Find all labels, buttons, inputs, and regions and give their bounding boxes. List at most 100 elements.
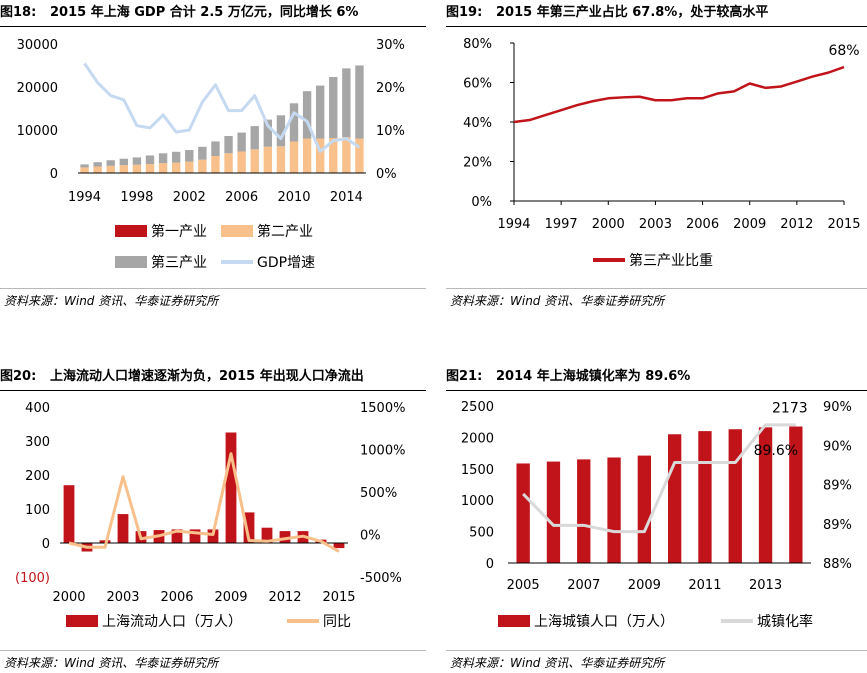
y-tick-label: 1000 xyxy=(461,494,494,509)
source-note: 资料来源：Wind 资讯、华泰证券研究所 xyxy=(450,294,665,308)
y-tick-label: (100) xyxy=(15,571,50,586)
bar-tertiary xyxy=(237,132,246,152)
y-tick-label: 500 xyxy=(469,526,494,541)
bar-secondary xyxy=(198,159,207,173)
x-tick-label: 2000 xyxy=(592,217,625,232)
title-divider xyxy=(0,390,426,391)
bar-urban-population xyxy=(698,431,712,563)
urbanization-rate-line xyxy=(522,423,796,534)
chart-title-text: 2015 年第三产业占比 67.8%，处于较高水平 xyxy=(496,5,769,20)
bar-floating-population xyxy=(243,512,255,543)
legend-tertiary-label: 第三产业 xyxy=(151,254,207,271)
bar-secondary xyxy=(106,165,115,173)
x-tick-label: 2009 xyxy=(733,217,766,232)
bar-secondary xyxy=(263,146,273,173)
y-tick-label: 30000 xyxy=(17,38,58,53)
bar-urban-population xyxy=(637,455,652,563)
bar-secondary xyxy=(185,161,194,173)
legend-secondary-swatch xyxy=(221,225,253,237)
legend-secondary-label: 第二产业 xyxy=(257,223,313,240)
chart-title-text: 上海流动人口增速逐渐为负，2015 年出现人口净流出 xyxy=(50,369,364,384)
chart-panel-floating-population: 图20: 上海流动人口增速逐渐为负，2015 年出现人口净流出 400 300 200… xyxy=(0,364,426,673)
chart-title: 图21: 2014 年上海城镇化率为 89.6% xyxy=(446,364,690,390)
y-tick-label: 10000 xyxy=(17,124,58,139)
bar-tertiary xyxy=(185,150,194,162)
bar-secondary xyxy=(289,141,299,173)
legend-tertiary-swatch xyxy=(115,256,147,268)
y-tick-label: 80% xyxy=(463,37,492,52)
y2-tick-label: 20% xyxy=(376,81,405,96)
chart-panel-gdp: 图18: 2015 年上海 GDP 合计 2.5 万亿元，同比增长 6% 3000… xyxy=(0,0,426,310)
bar-floating-population xyxy=(171,529,183,543)
bar-urban-population xyxy=(577,459,591,563)
chart-panel-urbanization: 图21: 2014 年上海城镇化率为 89.6% 2500 2000 1500 1000… xyxy=(446,364,867,673)
legend-floating-population-swatch xyxy=(66,615,98,627)
bar-floating-population xyxy=(261,527,273,543)
bar-urban-population xyxy=(546,461,561,563)
yoy-line xyxy=(68,452,340,553)
bar-secondary xyxy=(250,149,259,173)
tertiary-share-chart-svg: 80% 60% 40% 20% 0% 1994 1997 2000 2003 2006 2009 20… xyxy=(463,37,860,269)
chart-panel-tertiary-share: 图19: 2015 年第三产业占比 67.8%，处于较高水平 80% 60% 40% 2… xyxy=(446,0,867,310)
title-divider xyxy=(0,26,426,27)
bar-urban-population xyxy=(789,426,803,563)
x-tick-label: 1998 xyxy=(120,190,153,205)
y-tick-label: 200 xyxy=(25,469,50,484)
y2-tick-label: 1500% xyxy=(360,401,405,416)
x-tick-label: 2005 xyxy=(507,578,540,593)
bar-tertiary xyxy=(80,164,89,168)
source-divider xyxy=(446,288,867,289)
bar-floating-population xyxy=(63,485,75,543)
bar-secondary xyxy=(145,164,155,173)
bar-secondary xyxy=(315,138,325,173)
y-tick-label: 0 xyxy=(42,537,50,552)
legend-primary-swatch xyxy=(115,225,147,237)
legend-urban-population-swatch xyxy=(498,615,530,627)
y-tick-label: 300 xyxy=(25,435,50,450)
bar-tertiary xyxy=(211,141,220,157)
x-tick-label: 2006 xyxy=(160,590,193,605)
x-tick-label: 2010 xyxy=(277,190,310,205)
y2-tick-label: 89% xyxy=(823,518,852,533)
y-tick-label: 0 xyxy=(486,557,494,572)
figure-label: 图19: xyxy=(446,5,483,20)
figure-label: 图18: xyxy=(0,5,37,20)
bar-tertiary xyxy=(302,91,312,139)
x-tick-label: 2015 xyxy=(827,217,860,232)
bar-floating-population xyxy=(117,514,129,543)
bar-tertiary xyxy=(355,65,364,139)
bar-secondary xyxy=(158,163,168,173)
source-divider xyxy=(446,650,867,651)
y-tick-label: 1500 xyxy=(461,463,494,478)
y2-tick-label: 0% xyxy=(360,529,381,544)
x-tick-label: 1997 xyxy=(545,217,578,232)
figure-label: 图21: xyxy=(446,369,483,384)
y2-tick-label: 10% xyxy=(376,124,405,139)
legend-gdp-growth-label: GDP增速 xyxy=(257,255,315,271)
bar-urban-population xyxy=(516,463,530,563)
x-tick-label: 2000 xyxy=(52,590,85,605)
x-tick-label: 2009 xyxy=(628,578,661,593)
bar-secondary xyxy=(211,156,220,173)
urbanization-chart-svg: 2500 2000 1500 1000 500 0 90% 90% 89% 89% 88% 2005 2… xyxy=(461,400,852,630)
bar-secondary xyxy=(119,165,129,173)
y-tick-label: 2500 xyxy=(461,400,494,415)
bar-tertiary xyxy=(315,85,325,139)
bar-tertiary xyxy=(93,162,102,167)
source-note: 资料来源：Wind 资讯、华泰证券研究所 xyxy=(450,656,665,670)
bar-floating-population xyxy=(279,531,291,543)
bar-tertiary xyxy=(329,76,338,139)
bar-secondary xyxy=(342,137,351,173)
y2-tick-label: 500% xyxy=(360,486,397,501)
bar-urban-population xyxy=(667,434,682,563)
figure-label: 图20: xyxy=(0,369,37,384)
bar-secondary xyxy=(224,153,233,173)
x-tick-label: 2014 xyxy=(330,190,363,205)
x-tick-label: 2006 xyxy=(686,217,719,232)
y-tick-label: 40% xyxy=(463,116,492,131)
y-tick-label: 0% xyxy=(471,195,492,210)
gdp-chart-svg: 30000 20000 10000 0 30% 20% 10% 0% 1994 1998 2002 2… xyxy=(17,38,405,271)
legend-urban-population-label: 上海城镇人口（万人） xyxy=(534,614,674,630)
y2-tick-label: 90% xyxy=(823,400,852,415)
chart-title-text: 2014 年上海城镇化率为 89.6% xyxy=(496,369,691,384)
